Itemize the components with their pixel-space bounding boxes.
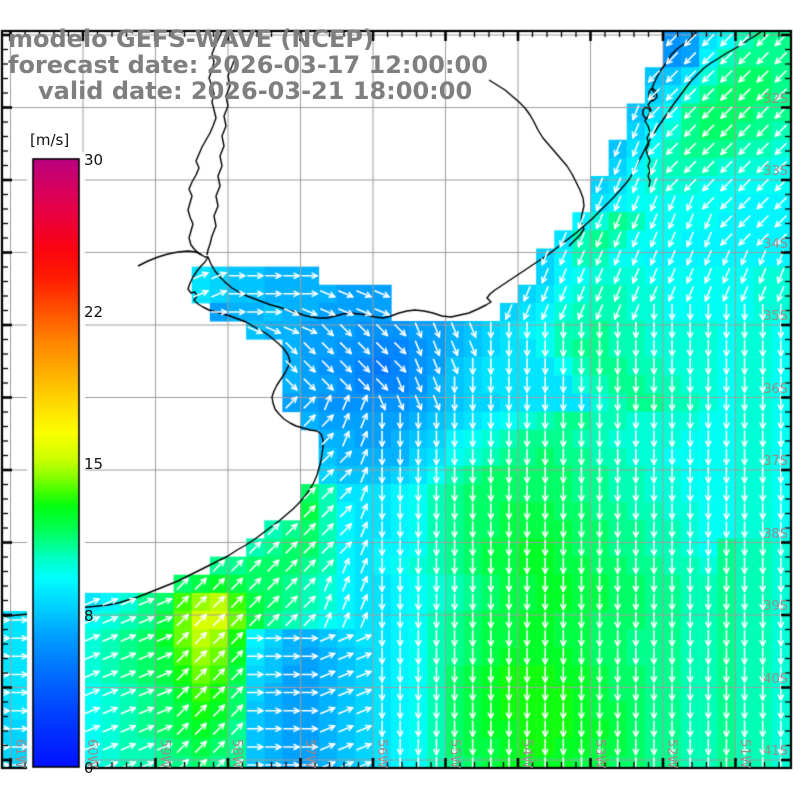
colorbar-tick-label: 22 [84,303,104,321]
colorbar-tick-label: 30 [84,151,104,169]
latitude-label: 37S [763,454,788,469]
latitude-label: 39S [763,599,788,614]
colorbar-tick-label: 8 [84,607,94,625]
longitude-label: 54W [519,739,534,769]
valid-date-line: valid date: 2026-03-21 18:00:00 [38,77,473,105]
longitude-label: 55W [446,739,462,769]
longitude-label: 57W [301,739,317,769]
latitude-label: 32S [763,91,788,107]
longitude-label: 59W [156,739,172,769]
model-title: modelo GEFS-WAVE (NCEP) [8,25,374,53]
latitude-label: 34S [763,236,788,252]
latitude-label: 40S [763,671,788,687]
latitude-label: 33S [763,164,788,179]
latitude-label: 41S [763,744,788,759]
longitude-label: 58W [229,739,244,769]
colorbar-tick-label: 15 [84,455,104,473]
longitude-label: 61W [11,739,27,769]
colorbar-tick-label: 0 [84,759,94,777]
latitude-label: 38S [763,526,788,542]
longitude-label: 53W [591,739,607,769]
latitude-label: 35S [763,309,788,324]
longitude-label: 60W [84,739,99,769]
forecast-date-line: forecast date: 2026-03-17 12:00:00 [8,51,488,79]
colorbar-unit-label: [m/s] [30,131,70,149]
longitude-label: 56W [374,739,389,769]
longitude-label: 51W [736,739,752,769]
longitude-label: 52W [664,739,679,769]
latitude-label: 36S [763,381,788,397]
